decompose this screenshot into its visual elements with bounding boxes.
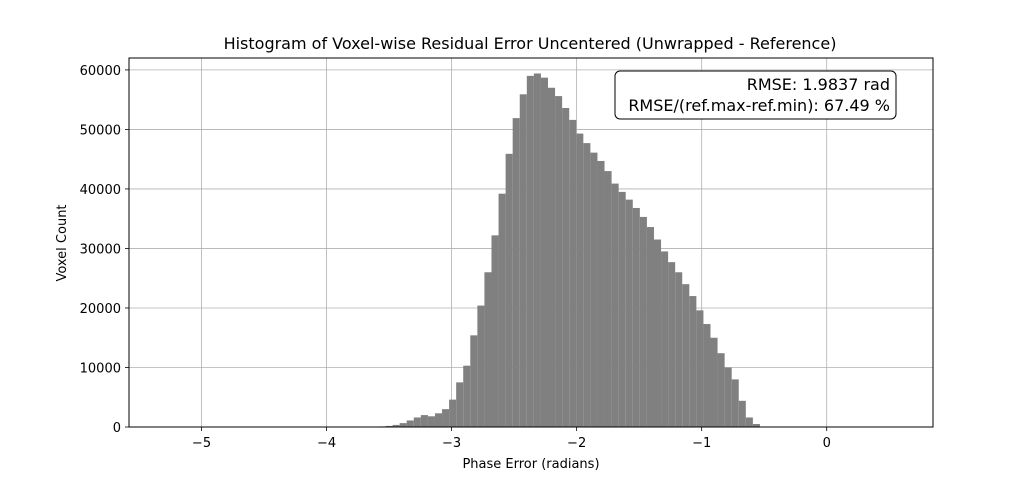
- histogram-bar: [717, 353, 725, 427]
- histogram-bar: [512, 118, 520, 427]
- x-tick-label: 0: [823, 436, 831, 451]
- y-tick-label: 0: [113, 421, 121, 436]
- y-tick-label: 10000: [80, 361, 121, 376]
- histogram-bar: [703, 324, 711, 427]
- histogram-bar: [442, 409, 450, 427]
- annotation-frame: [614, 70, 897, 120]
- y-tick-label: 30000: [80, 242, 121, 257]
- x-tick-label: −5: [192, 436, 211, 451]
- histogram-bar: [597, 160, 605, 428]
- histogram-bar: [548, 87, 556, 428]
- x-tick-label: −1: [692, 436, 711, 451]
- y-axis-ticks: 0 10000 20000 30000 40000 50000 60000: [80, 64, 129, 436]
- histogram-bar: [477, 305, 485, 427]
- histogram-bar: [540, 77, 549, 427]
- histogram-bar: [611, 183, 619, 427]
- annotation-rmse-normalized: RMSE/(ref.max-ref.min): 67.49 %: [628, 96, 890, 115]
- histogram-bar: [420, 415, 428, 427]
- histogram-bar: [456, 382, 464, 427]
- chart-title: Histogram of Voxel-wise Residual Error U…: [224, 34, 837, 53]
- histogram-bar: [583, 143, 591, 427]
- histogram-bar: [562, 107, 570, 428]
- y-tick-label: 50000: [80, 123, 121, 138]
- plot-frame: [128, 57, 934, 428]
- x-tick-label: −4: [317, 436, 336, 451]
- histogram-bar: [639, 216, 647, 427]
- histogram-bar: [449, 399, 457, 427]
- histogram-bar: [632, 207, 640, 427]
- histogram-bar: [710, 337, 718, 427]
- histogram-bar: [399, 423, 407, 427]
- y-axis-label: Voxel Count: [55, 204, 70, 281]
- histogram-bar: [427, 416, 435, 427]
- histogram-bar: [731, 379, 739, 427]
- histogram-bar: [470, 335, 478, 427]
- histogram-bar: [696, 310, 704, 427]
- histogram-bar: [682, 284, 690, 427]
- histogram-bar: [392, 424, 400, 427]
- histogram-bar: [738, 400, 746, 427]
- histogram-bar: [668, 262, 676, 427]
- x-tick-label: −2: [567, 436, 586, 451]
- y-tick-label: 60000: [80, 64, 121, 79]
- histogram-bar: [385, 425, 393, 427]
- histogram-bar: [484, 272, 492, 427]
- histogram-bar: [661, 251, 669, 427]
- histogram-bar: [491, 235, 499, 427]
- histogram-bar: [618, 191, 626, 427]
- x-axis-ticks: −5 −4 −3 −2 −1 0: [192, 427, 831, 451]
- histogram-bar: [675, 272, 683, 427]
- annotation-rmse: RMSE: 1.9837 rad: [747, 75, 890, 94]
- histogram-bar: [653, 239, 662, 427]
- histogram-bar: [555, 96, 563, 427]
- histogram-bar: [406, 420, 414, 427]
- histogram-bar: [519, 94, 527, 427]
- histogram-bar: [434, 413, 443, 427]
- histogram-bars: [378, 73, 760, 428]
- histogram-bar: [498, 193, 506, 427]
- histogram-bar: [413, 417, 421, 427]
- histogram-bar: [576, 133, 584, 427]
- histogram-bar: [463, 365, 471, 427]
- histogram-bar: [590, 152, 598, 427]
- histogram-bar: [526, 75, 534, 428]
- x-tick-label: −3: [442, 436, 461, 451]
- histogram-bar: [604, 171, 612, 427]
- histogram-bar: [689, 296, 697, 427]
- histogram-bar: [505, 153, 513, 427]
- histogram-bar: [745, 417, 753, 427]
- histogram-bar: [569, 119, 577, 427]
- annotation-box: RMSE: 1.9837 rad RMSE/(ref.max-ref.min):…: [614, 70, 897, 120]
- y-tick-label: 40000: [80, 183, 121, 198]
- histogram-bar: [724, 367, 732, 427]
- histogram-bar: [646, 227, 654, 427]
- histogram-bar: [752, 424, 760, 427]
- histogram-bar: [625, 199, 633, 427]
- histogram-bar: [533, 73, 541, 428]
- y-tick-label: 20000: [80, 302, 121, 317]
- x-axis-label: Phase Error (radians): [462, 457, 599, 472]
